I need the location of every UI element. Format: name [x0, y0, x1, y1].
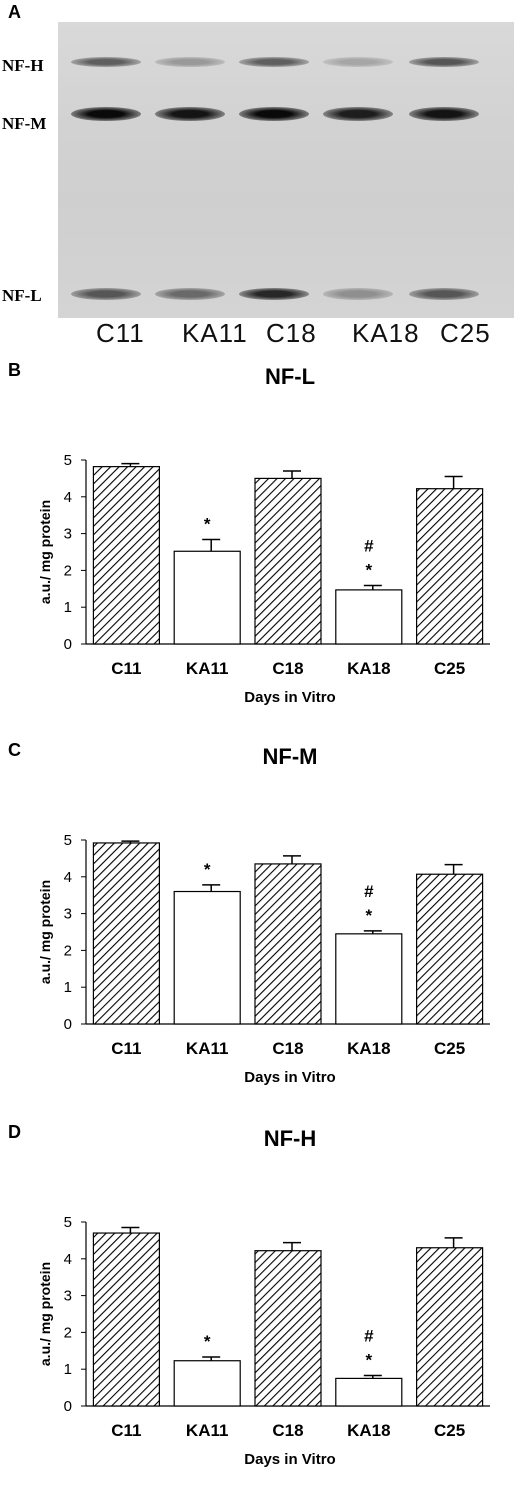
y-axis-label: a.u./ mg protein: [37, 500, 53, 604]
y-axis-label: a.u./ mg protein: [37, 1262, 53, 1366]
significance-mark: *: [204, 1332, 211, 1351]
significance-mark: #: [364, 882, 374, 901]
x-tick-label: KA11: [186, 1421, 229, 1440]
blot-band-nf-m: [409, 107, 479, 121]
x-tick-label: KA18: [347, 659, 390, 678]
blot-band-nf-h: [409, 57, 479, 67]
y-tick-label: 3: [64, 1288, 72, 1305]
x-tick-label: C11: [111, 659, 141, 678]
blot-band-nf-l: [155, 288, 225, 300]
y-tick-label: 3: [64, 906, 72, 923]
x-tick-label: KA18: [347, 1421, 390, 1440]
lane-label: KA18: [352, 318, 420, 348]
blot-band-nf-m: [71, 107, 141, 121]
x-tick-label: C18: [272, 659, 303, 678]
significance-mark: *: [365, 560, 372, 579]
y-tick-label: 5: [64, 832, 72, 849]
blot-background: [58, 22, 514, 318]
blot-band-nf-h: [239, 57, 309, 67]
x-tick-label: KA18: [347, 1039, 390, 1058]
panel-letter: C: [8, 740, 21, 760]
panel-letter: B: [8, 360, 21, 380]
blot-band-nf-l: [239, 288, 309, 300]
blot-band-nf-h: [71, 57, 141, 67]
lane-label: C25: [440, 318, 491, 348]
western-blot-image: [58, 22, 514, 318]
blot-band-nf-m: [155, 107, 225, 121]
x-tick-label: C18: [272, 1421, 303, 1440]
bar: [92, 466, 161, 645]
y-tick-label: 1: [64, 1361, 72, 1378]
significance-mark: *: [365, 906, 372, 925]
nf-m-bar-chart: C NF-M 0 1 2 3 4 5 a.u./ mg protein C11 * KA11 C18 # *…: [8, 740, 490, 1086]
panel-letter-a: A: [8, 2, 21, 22]
y-tick-label: 3: [64, 526, 72, 543]
bar: [173, 550, 241, 645]
y-tick-label: 5: [64, 452, 72, 469]
y-tick-label: 1: [64, 979, 72, 996]
x-tick-label: C11: [111, 1421, 141, 1440]
significance-mark: #: [364, 1326, 374, 1345]
y-tick-label: 0: [64, 636, 72, 653]
y-tick-label: 4: [64, 1251, 72, 1268]
band-label-nf-m: NF-M: [2, 114, 47, 133]
bar: [254, 1250, 322, 1407]
bar: [416, 488, 484, 645]
bar: [254, 863, 322, 1025]
nf-h-bar-chart: D NF-H 0 1 2 3 4 5 a.u./ mg protein C11 * KA11 C18 # *…: [8, 1122, 490, 1468]
blot-band-nf-h: [155, 57, 225, 67]
x-tick-label: KA11: [186, 1039, 229, 1058]
lane-label: C18: [266, 318, 317, 348]
band-label-nf-h: NF-H: [2, 56, 44, 75]
bar: [173, 1360, 241, 1407]
panel-letter: D: [8, 1122, 21, 1142]
chart-title: NF-M: [263, 744, 318, 769]
x-tick-label: KA11: [186, 659, 229, 678]
lane-label: KA11: [182, 318, 248, 348]
blot-band-nf-l: [323, 288, 393, 300]
bar: [416, 1247, 484, 1407]
x-tick-label: C18: [272, 1039, 303, 1058]
bar: [254, 477, 322, 645]
y-tick-label: 5: [64, 1214, 72, 1231]
x-axis-label: Days in Vitro: [244, 689, 335, 706]
bar: [173, 890, 241, 1025]
blot-band-nf-m: [323, 107, 393, 121]
bar: [416, 873, 484, 1025]
bar: [92, 1232, 161, 1407]
y-tick-label: 0: [64, 1398, 72, 1415]
significance-mark: *: [365, 1350, 372, 1369]
blot-band-nf-l: [71, 288, 141, 300]
chart-title: NF-L: [265, 364, 315, 389]
y-tick-label: 0: [64, 1016, 72, 1033]
blot-band-nf-h: [323, 57, 393, 67]
lane-label: C11: [96, 318, 145, 348]
significance-mark: #: [364, 536, 374, 555]
blot-band-nf-m: [239, 107, 309, 121]
x-tick-label: C25: [434, 1421, 465, 1440]
y-tick-label: 2: [64, 1324, 72, 1341]
band-label-nf-l: NF-L: [2, 286, 42, 305]
y-tick-label: 4: [64, 489, 72, 506]
x-axis-label: Days in Vitro: [244, 1451, 335, 1468]
y-tick-label: 2: [64, 562, 72, 579]
bar: [335, 589, 403, 645]
y-tick-label: 1: [64, 599, 72, 616]
x-tick-label: C25: [434, 659, 465, 678]
blot-band-nf-l: [409, 288, 479, 300]
x-tick-label: C25: [434, 1039, 465, 1058]
chart-title: NF-H: [264, 1126, 317, 1151]
y-tick-label: 2: [64, 942, 72, 959]
y-axis-label: a.u./ mg protein: [37, 880, 53, 984]
nf-l-bar-chart: B NF-L 0 1 2 3 4 5 a.u./ mg protein C11 * KA11 C18 # *…: [8, 360, 490, 706]
significance-mark: *: [204, 860, 211, 879]
x-tick-label: C11: [111, 1039, 141, 1058]
y-tick-label: 4: [64, 869, 72, 886]
bar: [335, 933, 403, 1025]
bar: [92, 842, 161, 1025]
x-axis-label: Days in Vitro: [244, 1069, 335, 1086]
significance-mark: *: [204, 514, 211, 533]
bar: [335, 1377, 403, 1407]
